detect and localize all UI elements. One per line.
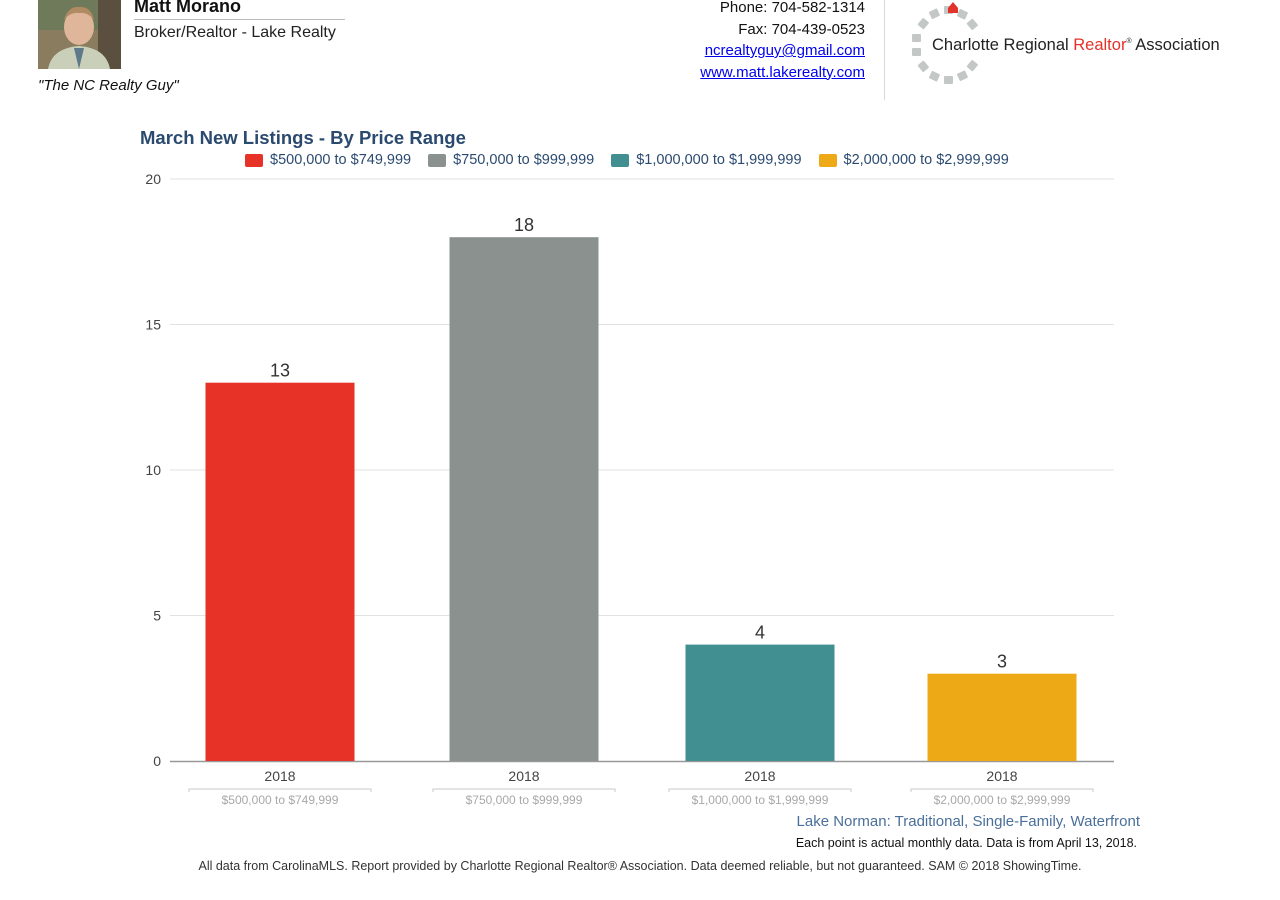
group-label: $1,000,000 to $1,999,999 xyxy=(692,793,829,807)
legend-item: $500,000 to $749,999 xyxy=(245,152,411,168)
bar-3 xyxy=(685,644,835,761)
association-name-post: Association xyxy=(1131,36,1220,54)
legend-swatch xyxy=(245,153,263,167)
data-label: 4 xyxy=(755,623,765,643)
chart-legend: $500,000 to $749,999 $750,000 to $999,999… xyxy=(245,152,1009,168)
bar-1 xyxy=(205,382,355,761)
association-name: Charlotte Regional Realtor® Association xyxy=(932,36,1220,55)
data-label: 3 xyxy=(997,652,1007,672)
association-logo-icon xyxy=(906,0,978,90)
contact-info: Phone: 704-582-1314 Fax: 704-439-0523 nc… xyxy=(700,0,865,83)
data-label: 13 xyxy=(270,361,290,381)
registered-mark: ® xyxy=(1126,38,1132,45)
legend-swatch xyxy=(428,153,447,167)
fax-number: Fax: 704-439-0523 xyxy=(738,20,865,38)
website-link[interactable]: www.matt.lakerealty.com xyxy=(700,63,865,81)
group-bracket xyxy=(668,788,852,792)
tagline: "The NC Realty Guy" xyxy=(38,77,179,94)
y-tick-label: 15 xyxy=(145,317,161,333)
group-bracket xyxy=(910,788,1094,792)
x-tick-label: 2018 xyxy=(264,768,295,784)
data-label: 18 xyxy=(514,215,534,235)
legend-label: $1,000,000 to $1,999,999 xyxy=(636,152,802,168)
group-bracket xyxy=(188,788,372,792)
x-tick-label: 2018 xyxy=(508,768,539,784)
x-tick-label: 2018 xyxy=(986,768,1017,784)
legend-label: $750,000 to $999,999 xyxy=(453,152,595,168)
group-label: $750,000 to $999,999 xyxy=(466,793,583,807)
bar-4 xyxy=(927,673,1077,761)
y-tick-label: 0 xyxy=(153,753,161,769)
legend-swatch xyxy=(611,153,630,167)
header-divider xyxy=(884,0,885,100)
email-link[interactable]: ncrealtyguy@gmail.com xyxy=(704,42,865,59)
legend-item: $750,000 to $999,999 xyxy=(428,152,594,168)
legend-label: $500,000 to $749,999 xyxy=(270,152,412,168)
group-label: $500,000 to $749,999 xyxy=(222,793,339,807)
y-tick-label: 10 xyxy=(145,462,161,478)
legend-label: $2,000,000 to $2,999,999 xyxy=(843,152,1009,168)
legend-item: $2,000,000 to $2,999,999 xyxy=(818,152,1009,168)
group-bracket xyxy=(432,788,616,792)
agent-title: Broker/Realtor - Lake Realty xyxy=(134,24,336,41)
group-label: $2,000,000 to $2,999,999 xyxy=(934,793,1071,807)
disclaimer: All data from CarolinaMLS. Report provid… xyxy=(198,859,1082,873)
phone-number: Phone: 704-582-1314 xyxy=(719,0,865,16)
association-name-pre: Charlotte Regional xyxy=(932,36,1074,54)
y-tick-label: 5 xyxy=(153,608,161,624)
y-tick-label: 20 xyxy=(145,171,161,187)
association-name-realtor: Realtor xyxy=(1073,36,1127,54)
chart-title: March New Listings - By Price Range xyxy=(140,127,466,148)
agent-photo xyxy=(38,0,121,69)
bar-2 xyxy=(449,237,599,761)
divider xyxy=(134,19,345,20)
data-note: Each point is actual monthly data. Data … xyxy=(795,836,1137,850)
region-label: Lake Norman: Traditional, Single-Family,… xyxy=(796,813,1140,830)
agent-name: Matt Morano xyxy=(134,0,241,16)
legend-item: $1,000,000 to $1,999,999 xyxy=(611,152,802,168)
x-tick-label: 2018 xyxy=(744,768,775,784)
legend-swatch xyxy=(818,153,837,167)
